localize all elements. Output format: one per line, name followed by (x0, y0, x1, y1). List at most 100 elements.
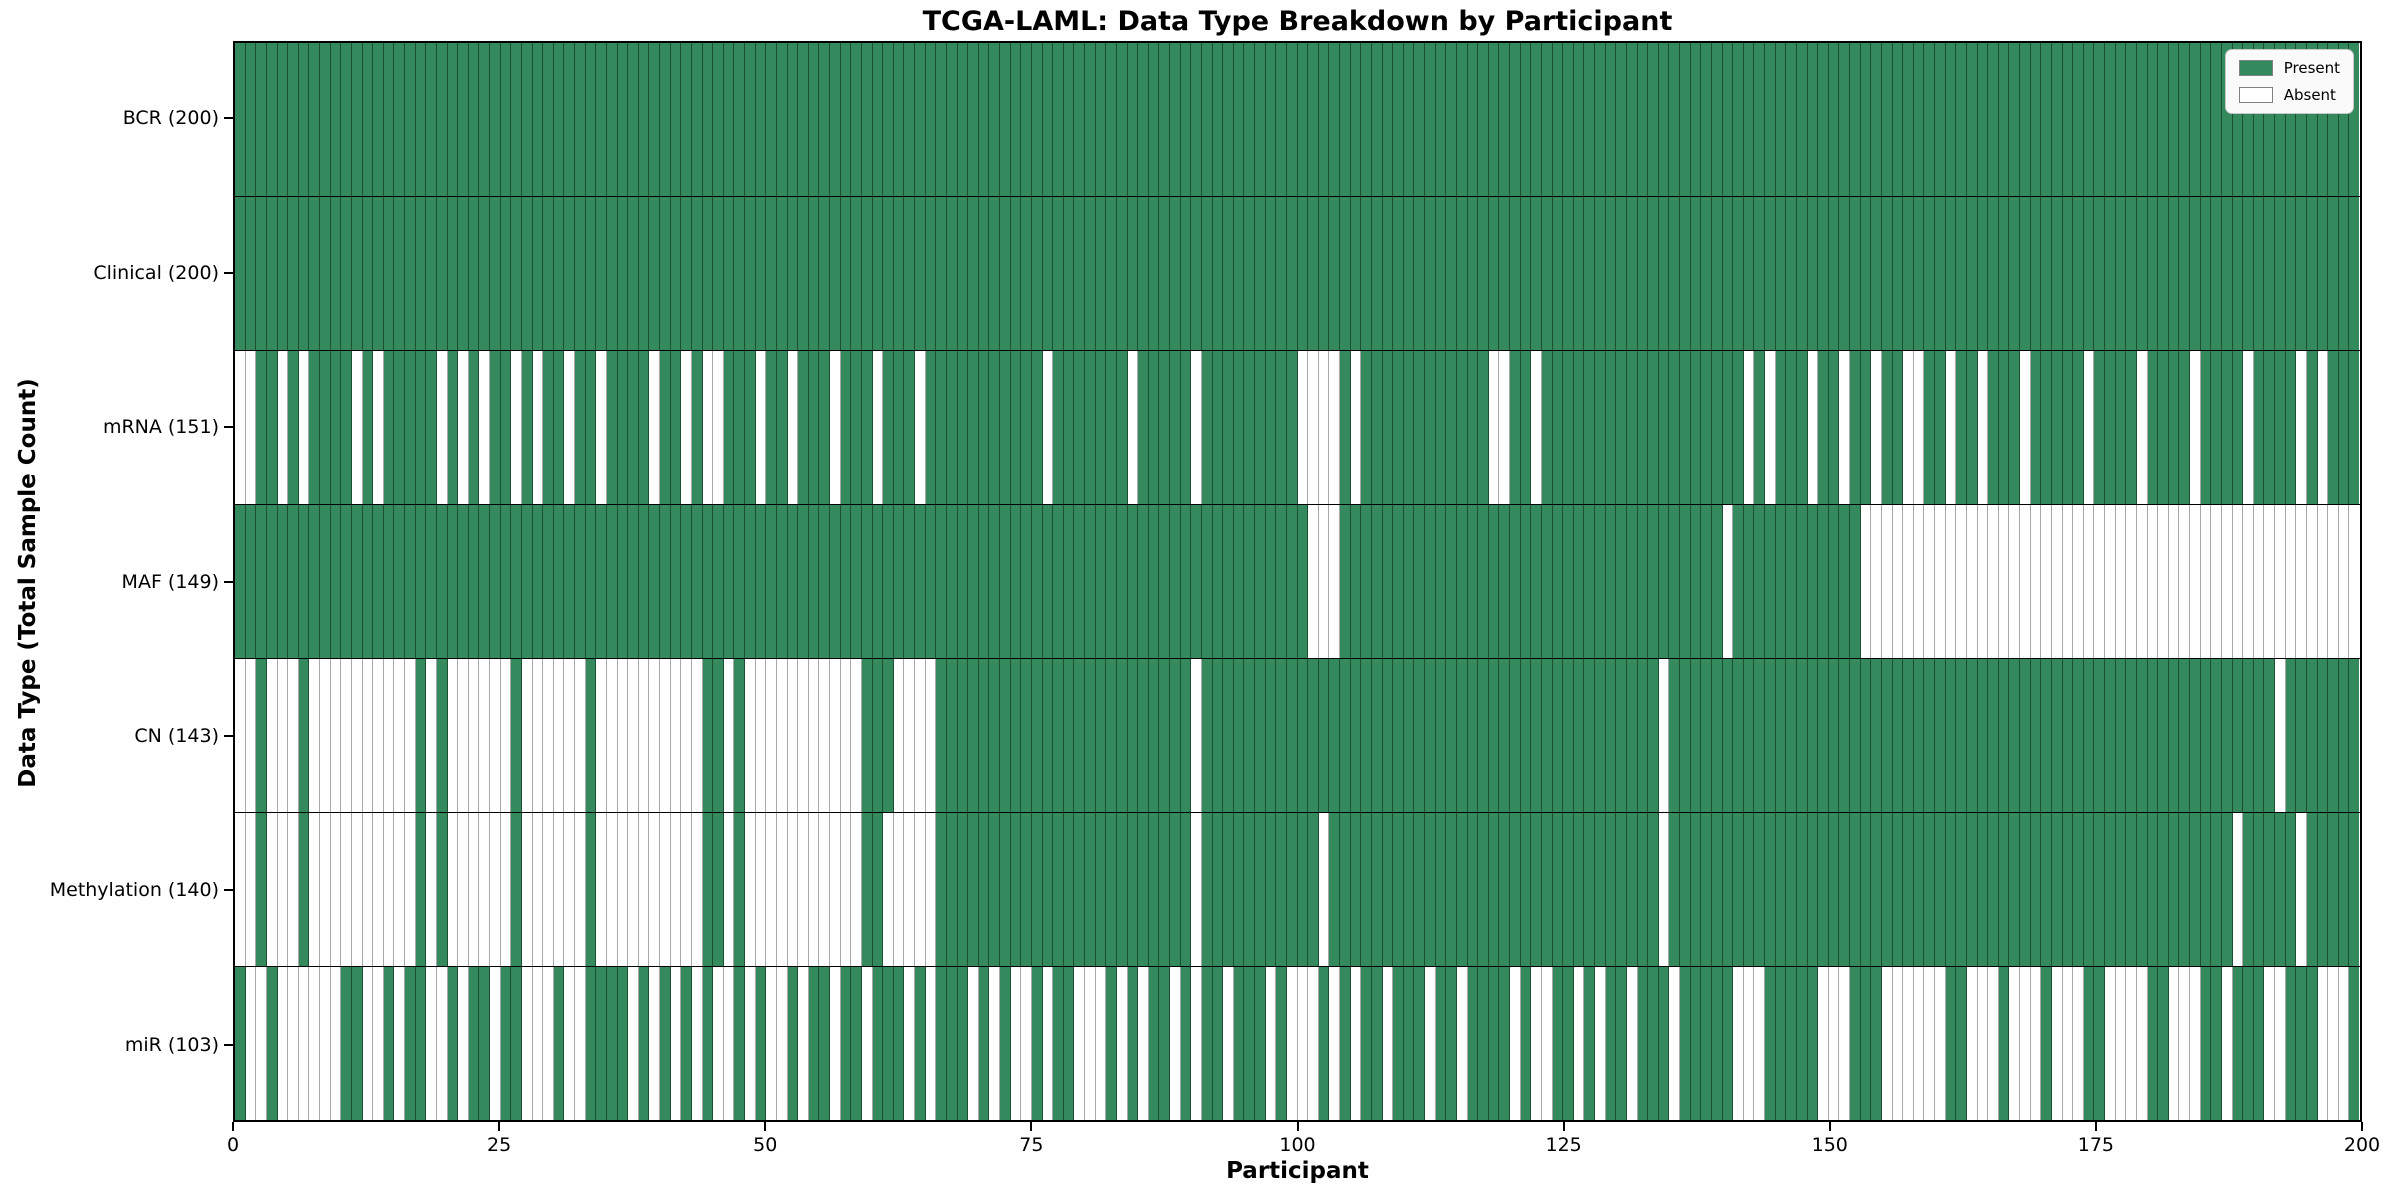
heatmap-cell (734, 43, 745, 196)
heatmap-cell (2328, 351, 2339, 504)
heatmap-cell (946, 813, 958, 966)
heatmap-cell (1669, 43, 1680, 196)
heatmap-cell (1616, 967, 1627, 1120)
heatmap-cell (606, 351, 618, 504)
heatmap-cell (1371, 659, 1383, 812)
heatmap-cell (1403, 505, 1415, 658)
heatmap-cell (628, 505, 639, 658)
heatmap-cell (1042, 813, 1054, 966)
heatmap-cell (1308, 351, 1319, 504)
heatmap-cell (521, 659, 533, 812)
heatmap-cell (1807, 505, 1819, 658)
heatmap-cell (830, 659, 841, 812)
heatmap-cell (787, 43, 799, 196)
heatmap-cell (521, 813, 533, 966)
heatmap-cell (1786, 659, 1797, 812)
heatmap-cell (2243, 505, 2254, 658)
heatmap-cell (1127, 659, 1139, 812)
heatmap-cell (245, 197, 257, 350)
heatmap-cell (330, 505, 342, 658)
heatmap-cell (957, 43, 969, 196)
heatmap-cell (1584, 659, 1595, 812)
heatmap-cell (277, 351, 289, 504)
heatmap-cell (1754, 351, 1765, 504)
heatmap-cell (1850, 43, 1861, 196)
heatmap-cell (2147, 43, 2159, 196)
heatmap-cell (1711, 505, 1723, 658)
heatmap-cell (1042, 43, 1054, 196)
heatmap-cell (1860, 43, 1872, 196)
heatmap-cell (1956, 505, 1967, 658)
heatmap-cell (2041, 43, 2052, 196)
heatmap-cell (628, 351, 639, 504)
heatmap-cell (925, 967, 937, 1120)
heatmap-cell (1255, 659, 1266, 812)
heatmap-cell (1892, 197, 1904, 350)
heatmap-cell (1244, 659, 1255, 812)
heatmap-cell (436, 197, 448, 350)
heatmap-cell (946, 43, 958, 196)
heatmap-cell (553, 813, 565, 966)
heatmap-cell (1180, 351, 1192, 504)
heatmap-cell (2232, 813, 2244, 966)
heatmap-cell (1170, 43, 1181, 196)
heatmap-cell (405, 351, 416, 504)
heatmap-cell (968, 813, 979, 966)
heatmap-cell (436, 43, 448, 196)
heatmap-cell (2296, 43, 2307, 196)
heatmap-cell (1244, 967, 1255, 1120)
heatmap-cell (925, 659, 937, 812)
heatmap-cell (330, 659, 342, 812)
heatmap-cell (1393, 967, 1404, 1120)
heatmap-cell (1701, 967, 1712, 1120)
heatmap-cell (458, 967, 469, 1120)
heatmap-cell (1000, 505, 1011, 658)
heatmap-cell (2136, 967, 2148, 1120)
heatmap-cell (1680, 967, 1691, 1120)
heatmap-cell (1106, 813, 1117, 966)
heatmap-cell (2020, 505, 2031, 658)
heatmap-cell (2328, 659, 2339, 812)
heatmap-cell (1244, 43, 1255, 196)
heatmap-cell (798, 967, 809, 1120)
heatmap-cell (1945, 505, 1957, 658)
heatmap-cell (1541, 813, 1553, 966)
heatmap-cell (755, 813, 767, 966)
heatmap-cell (1233, 813, 1245, 966)
heatmap-cell (1414, 813, 1425, 966)
heatmap-cell (1924, 967, 1935, 1120)
heatmap-cell (2179, 43, 2190, 196)
heatmap-cell (2190, 659, 2201, 812)
heatmap-cell (2264, 197, 2275, 350)
heatmap-cell (1223, 659, 1234, 812)
heatmap-cell (1148, 43, 1160, 196)
heatmap-cell (1010, 505, 1022, 658)
heatmap-cell (2221, 351, 2233, 504)
heatmap-cell (1371, 351, 1383, 504)
heatmap-cell (2073, 813, 2084, 966)
heatmap-cell (1074, 505, 1085, 658)
heatmap-cell (1733, 351, 1744, 504)
heatmap-cell (351, 43, 363, 196)
heatmap-cell (2041, 505, 2052, 658)
heatmap-cell (1371, 197, 1383, 350)
heatmap-cell (766, 43, 777, 196)
heatmap-cell (1786, 967, 1797, 1120)
heatmap-cell (617, 813, 629, 966)
heatmap-cell (341, 659, 352, 812)
heatmap-cell (1520, 43, 1532, 196)
heatmap-cell (1935, 351, 1946, 504)
heatmap-cell (851, 197, 862, 350)
legend-item-present: Present (2238, 59, 2340, 77)
heatmap-cell (1616, 43, 1627, 196)
heatmap-cell (235, 813, 246, 966)
heatmap-cell (936, 659, 947, 812)
heatmap-cell (660, 659, 671, 812)
heatmap-cell (1499, 967, 1510, 1120)
heatmap-cell (2221, 505, 2233, 658)
heatmap-cell (468, 505, 480, 658)
heatmap-cell (851, 813, 862, 966)
heatmap-cell (1733, 505, 1744, 658)
heatmap-cell (691, 813, 703, 966)
heatmap-cell (1499, 43, 1510, 196)
